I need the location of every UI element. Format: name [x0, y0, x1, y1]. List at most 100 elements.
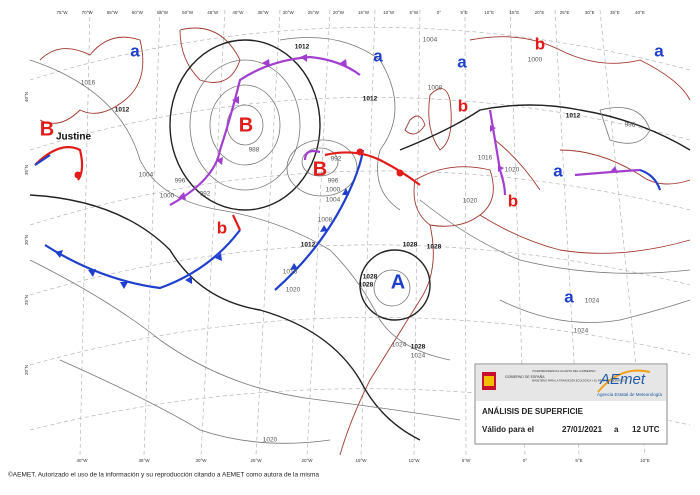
pressure-center: a	[373, 46, 383, 65]
longitude-label: 35°W	[138, 458, 150, 463]
time: 12 UTC	[632, 425, 660, 434]
pressure-center: a	[654, 41, 664, 60]
isobar-label: 1024	[585, 298, 600, 305]
isobar-label: 1012	[566, 113, 581, 120]
isobar-label: 1024	[411, 353, 426, 360]
latitude-label: 35°N	[24, 165, 29, 175]
longitude-label: 40°E	[635, 10, 645, 15]
longitude-label: 5°W	[462, 458, 471, 463]
isobar-label: 1000	[160, 193, 175, 200]
isobar-label: 1028	[359, 282, 374, 289]
isobar-label: 1020	[505, 167, 520, 174]
isobar-label: 1028	[403, 242, 418, 249]
isobar-label: 996	[625, 122, 636, 129]
isobar-label: 1004	[423, 37, 438, 44]
longitude-label: 15°W	[358, 10, 370, 15]
vicepresidency: VICEPRESIDENCIA CUARTA DEL GOBIERNO	[532, 369, 596, 373]
pressure-center: B	[40, 118, 54, 140]
isobar-label: 996	[175, 178, 186, 185]
agency: Agencia Estatal de Meteorología	[597, 392, 663, 397]
ministry: MINISTERIO PARA LA TRANSICIÓN ECOLÓGICA …	[532, 378, 625, 383]
isobars	[29, 37, 691, 444]
longitude-label: 75°W	[56, 10, 68, 15]
pressure-center: a	[130, 41, 140, 60]
isobar-label: 992	[331, 156, 342, 163]
longitude-label: 10°W	[383, 10, 395, 15]
longitude-label: 30°E	[585, 10, 595, 15]
footer: ©AEMET. Autorizado el uso de la informac…	[8, 471, 319, 479]
map-labels: Ba a b a b B Bb Aa b a a Justine 1012 1012 1004 1008 101…	[24, 10, 664, 463]
isobar-label: 1016	[283, 269, 298, 276]
longitude-label: 10°W	[408, 458, 420, 463]
longitude-label: 70°W	[82, 10, 94, 15]
valid-label: Válido para el	[482, 425, 534, 434]
isobar-label: 996	[328, 178, 339, 185]
longitude-label: 0°	[437, 10, 442, 15]
coat-of-arms-inner	[484, 376, 494, 386]
coastlines	[39, 27, 691, 456]
longitude-label: 5°W	[410, 10, 419, 15]
isobar-label: 1020	[263, 437, 278, 444]
brand-swoosh	[597, 369, 651, 393]
longitude-label: 45°W	[207, 10, 219, 15]
pressure-center: b	[535, 34, 545, 53]
isobar-label: 1008	[318, 217, 333, 224]
latitude-label: 25°N	[24, 295, 29, 305]
isobar-label: 1016	[81, 80, 96, 87]
longitude-label: 30°W	[195, 458, 207, 463]
longitude-label: 0°	[523, 458, 528, 463]
pressure-center: B	[239, 114, 253, 136]
pressure-center: a	[564, 287, 574, 306]
longitude-label: 20°W	[333, 10, 345, 15]
longitude-label: 10°E	[640, 458, 650, 463]
pressure-center: b	[508, 191, 518, 210]
fronts	[34, 54, 662, 291]
isobar-label: 1020	[463, 198, 478, 205]
isobar-label: 1012	[295, 44, 310, 51]
pressure-center: b	[458, 96, 468, 115]
longitude-label: 25°W	[308, 10, 320, 15]
pressure-center: B	[313, 158, 327, 180]
longitude-label: 50°W	[182, 10, 194, 15]
latitude-label: 30°N	[24, 235, 29, 245]
connector: a	[614, 425, 619, 434]
longitude-label: 25°W	[250, 458, 262, 463]
isobar-label: 988	[249, 147, 260, 154]
isobar-label: 1012	[301, 242, 316, 249]
longitude-label: 25°E	[560, 10, 570, 15]
government: GOBIERNO DE ESPAÑA	[505, 374, 545, 379]
isobar-label: 1004	[139, 172, 154, 179]
longitude-label: 20°E	[535, 10, 545, 15]
longitude-label: 10°E	[484, 10, 494, 15]
longitude-label: 5°E	[460, 10, 467, 15]
date: 27/01/2021	[562, 425, 603, 434]
pressure-center: A	[391, 271, 405, 293]
pressure-center: a	[457, 52, 467, 71]
isobar-label: 1012	[363, 96, 378, 103]
longitude-label: 55°W	[157, 10, 169, 15]
latitude-label: 20°N	[24, 365, 29, 375]
pressure-center: a	[553, 161, 563, 180]
longitude-label: 35°E	[610, 10, 620, 15]
isobar-label: 1028	[427, 244, 442, 251]
longitude-label: 65°W	[107, 10, 119, 15]
longitude-label: 35°W	[258, 10, 270, 15]
isobar-label: 1016	[478, 155, 493, 162]
longitude-label: 15°W	[355, 458, 367, 463]
isobar-label: 1012	[115, 107, 130, 114]
isobar-label: 1024	[574, 328, 589, 335]
legend-box: GOBIERNO DE ESPAÑA VICEPRESIDENCIA CUART…	[474, 363, 668, 445]
longitude-label: 40°W	[76, 458, 88, 463]
isobar-label: 1028	[411, 344, 426, 351]
isobar-label: 992	[200, 191, 211, 198]
legend-title: ANÁLISIS DE SUPERFICIE	[482, 407, 584, 416]
longitude-label: 5°E	[575, 458, 582, 463]
isobar-label: 1004	[326, 197, 341, 204]
storm-name: Justine	[56, 132, 91, 143]
latitude-label: 40°N	[24, 92, 29, 102]
longitude-label: 15°E	[509, 10, 519, 15]
isobar-label: 1000	[528, 57, 543, 64]
pressure-center: b	[217, 218, 227, 237]
longitude-label: 60°W	[132, 10, 144, 15]
